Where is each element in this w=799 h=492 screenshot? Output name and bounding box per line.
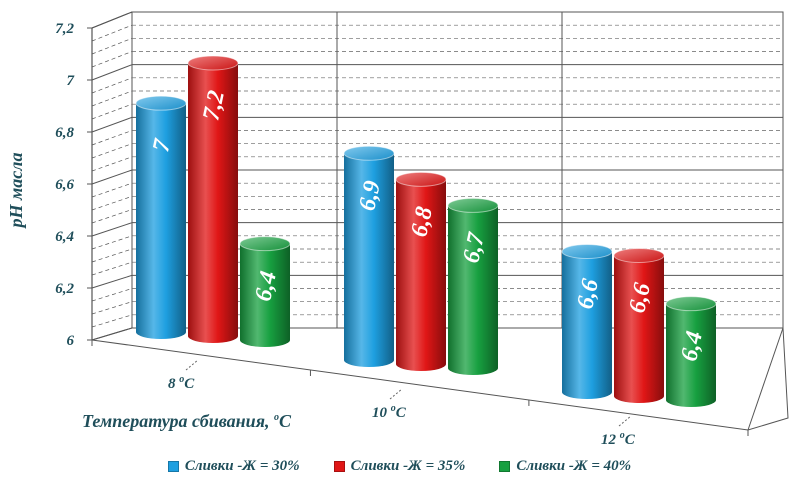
legend-swatch-40 xyxy=(499,461,511,472)
legend-item-30: Сливки -Ж = 30% xyxy=(167,458,300,475)
gridline-side xyxy=(91,274,133,289)
floor-right-edge xyxy=(747,327,784,431)
floor xyxy=(91,327,789,431)
bar xyxy=(135,95,187,339)
gridline-side xyxy=(91,156,133,172)
gridline-side xyxy=(91,248,133,263)
bars xyxy=(135,55,717,407)
legend-label-30: Сливки -Ж = 30% xyxy=(184,458,300,474)
gridline-side xyxy=(91,182,133,198)
x-category-label: 8 oC xyxy=(168,374,195,392)
gridline-side xyxy=(91,51,133,68)
gridline-side xyxy=(91,103,133,120)
legend: Сливки -Ж = 30% Сливки -Ж = 35% Сливки -… xyxy=(0,458,799,475)
data-label: 6,9 xyxy=(354,178,386,213)
legend-swatch-35 xyxy=(333,461,345,472)
y-tick-label: 6,8 xyxy=(55,125,74,141)
gridline-side xyxy=(91,222,133,237)
bar xyxy=(561,244,613,399)
x-axis-unit: oC xyxy=(274,411,292,431)
gridline-side xyxy=(91,314,133,328)
data-label: 6,6 xyxy=(572,277,604,312)
y-tick-label: 6,2 xyxy=(55,281,74,297)
legend-item-35: Сливки -Ж = 35% xyxy=(333,458,466,475)
x-category-label: 10 oC xyxy=(372,403,407,421)
axes: 6 6,2 6,4 6,6 6,8 7 7,2 pH масла Температура сби… xyxy=(6,11,789,436)
gridline-side xyxy=(91,38,133,55)
bar xyxy=(665,296,717,407)
legend-swatch-30 xyxy=(167,461,179,472)
bar xyxy=(613,248,665,403)
data-label: 6,7 xyxy=(458,230,490,266)
y-tick-label: 7,2 xyxy=(55,21,74,37)
bar xyxy=(239,236,291,347)
gridline-side xyxy=(91,288,133,302)
y-tick-label: 6 xyxy=(67,333,75,349)
bar xyxy=(343,145,395,367)
y-axis-title: pH масла xyxy=(6,152,26,229)
legend-item-40: Сливки -Ж = 40% xyxy=(499,458,631,475)
y-tick-label: 7 xyxy=(67,73,75,89)
data-label: 7,2 xyxy=(198,88,230,123)
data-label: 6,6 xyxy=(624,281,656,316)
gridline-side xyxy=(91,196,133,211)
data-label: 6,4 xyxy=(250,269,282,304)
gridline-side xyxy=(91,235,133,250)
x-axis-title: Температура сбивания, oC xyxy=(82,411,292,431)
gridline-side xyxy=(91,90,133,107)
x-category-label: 12 oC xyxy=(601,430,636,448)
bar xyxy=(447,197,499,375)
bar xyxy=(187,55,239,343)
gridline-side xyxy=(91,116,133,133)
gridline-side xyxy=(91,64,133,81)
y-tick-label: 6,6 xyxy=(55,177,74,193)
gridline-side xyxy=(91,169,133,185)
gridline-side xyxy=(91,209,133,224)
gridline-side xyxy=(91,301,133,315)
gridline-side xyxy=(91,143,133,159)
gridline-side xyxy=(91,130,133,146)
legend-label-40: Сливки -Ж = 40% xyxy=(516,458,632,474)
data-label: 6,4 xyxy=(676,329,708,364)
gridline-side xyxy=(91,77,133,94)
gridline-side xyxy=(91,261,133,276)
data-label: 6,8 xyxy=(406,205,438,240)
y-axis-top-edge xyxy=(91,11,133,29)
legend-label-35: Сливки -Ж = 35% xyxy=(350,458,466,474)
bar xyxy=(395,171,447,371)
gridline-side xyxy=(91,24,133,42)
y-tick-label: 6,4 xyxy=(55,229,74,245)
